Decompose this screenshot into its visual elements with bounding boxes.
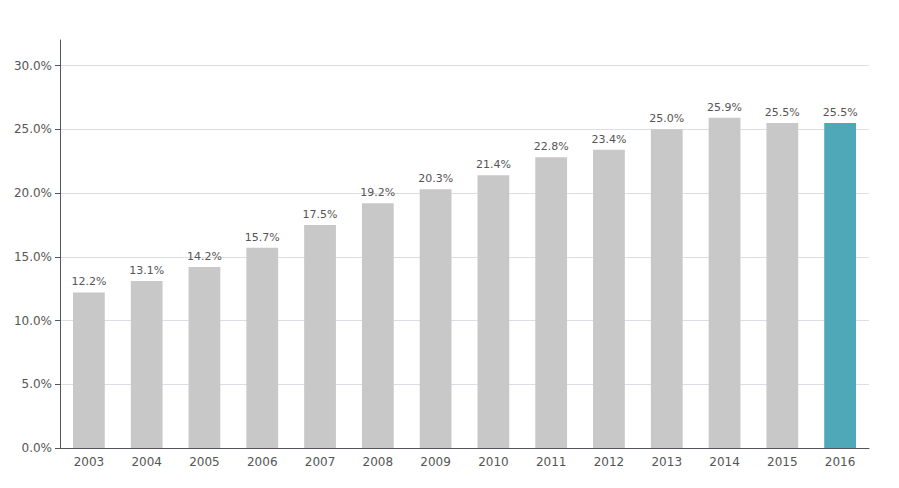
svg-text:23.4%: 23.4% <box>591 133 626 146</box>
svg-text:2013: 2013 <box>651 455 682 469</box>
svg-text:2009: 2009 <box>420 455 451 469</box>
svg-text:15.7%: 15.7% <box>245 231 280 244</box>
svg-text:10.0%: 10.0% <box>14 314 52 328</box>
svg-text:25.0%: 25.0% <box>649 112 684 125</box>
svg-text:2006: 2006 <box>247 455 278 469</box>
svg-text:2011: 2011 <box>536 455 567 469</box>
svg-text:2012: 2012 <box>594 455 625 469</box>
svg-text:12.2%: 12.2% <box>71 275 106 288</box>
svg-text:2004: 2004 <box>131 455 162 469</box>
svg-text:2014: 2014 <box>709 455 740 469</box>
svg-text:0.0%: 0.0% <box>22 441 53 455</box>
svg-text:25.5%: 25.5% <box>823 106 858 119</box>
svg-text:2016: 2016 <box>825 455 856 469</box>
svg-text:25.0%: 25.0% <box>14 122 52 136</box>
svg-text:25.9%: 25.9% <box>707 101 742 114</box>
svg-text:5.0%: 5.0% <box>22 377 53 391</box>
svg-text:20.3%: 20.3% <box>418 172 453 185</box>
svg-text:2015: 2015 <box>767 455 798 469</box>
svg-text:14.2%: 14.2% <box>187 250 222 263</box>
svg-text:25.5%: 25.5% <box>765 106 800 119</box>
svg-text:2008: 2008 <box>363 455 394 469</box>
svg-text:2010: 2010 <box>478 455 509 469</box>
svg-text:2007: 2007 <box>305 455 336 469</box>
svg-text:22.8%: 22.8% <box>534 140 569 153</box>
svg-text:20.0%: 20.0% <box>14 186 52 200</box>
svg-text:17.5%: 17.5% <box>303 208 338 221</box>
svg-text:21.4%: 21.4% <box>476 158 511 171</box>
svg-text:13.1%: 13.1% <box>129 264 164 277</box>
svg-text:30.0%: 30.0% <box>14 59 52 73</box>
svg-text:19.2%: 19.2% <box>360 186 395 199</box>
svg-text:2003: 2003 <box>74 455 105 469</box>
svg-text:2005: 2005 <box>189 455 220 469</box>
svg-text:15.0%: 15.0% <box>14 250 52 264</box>
